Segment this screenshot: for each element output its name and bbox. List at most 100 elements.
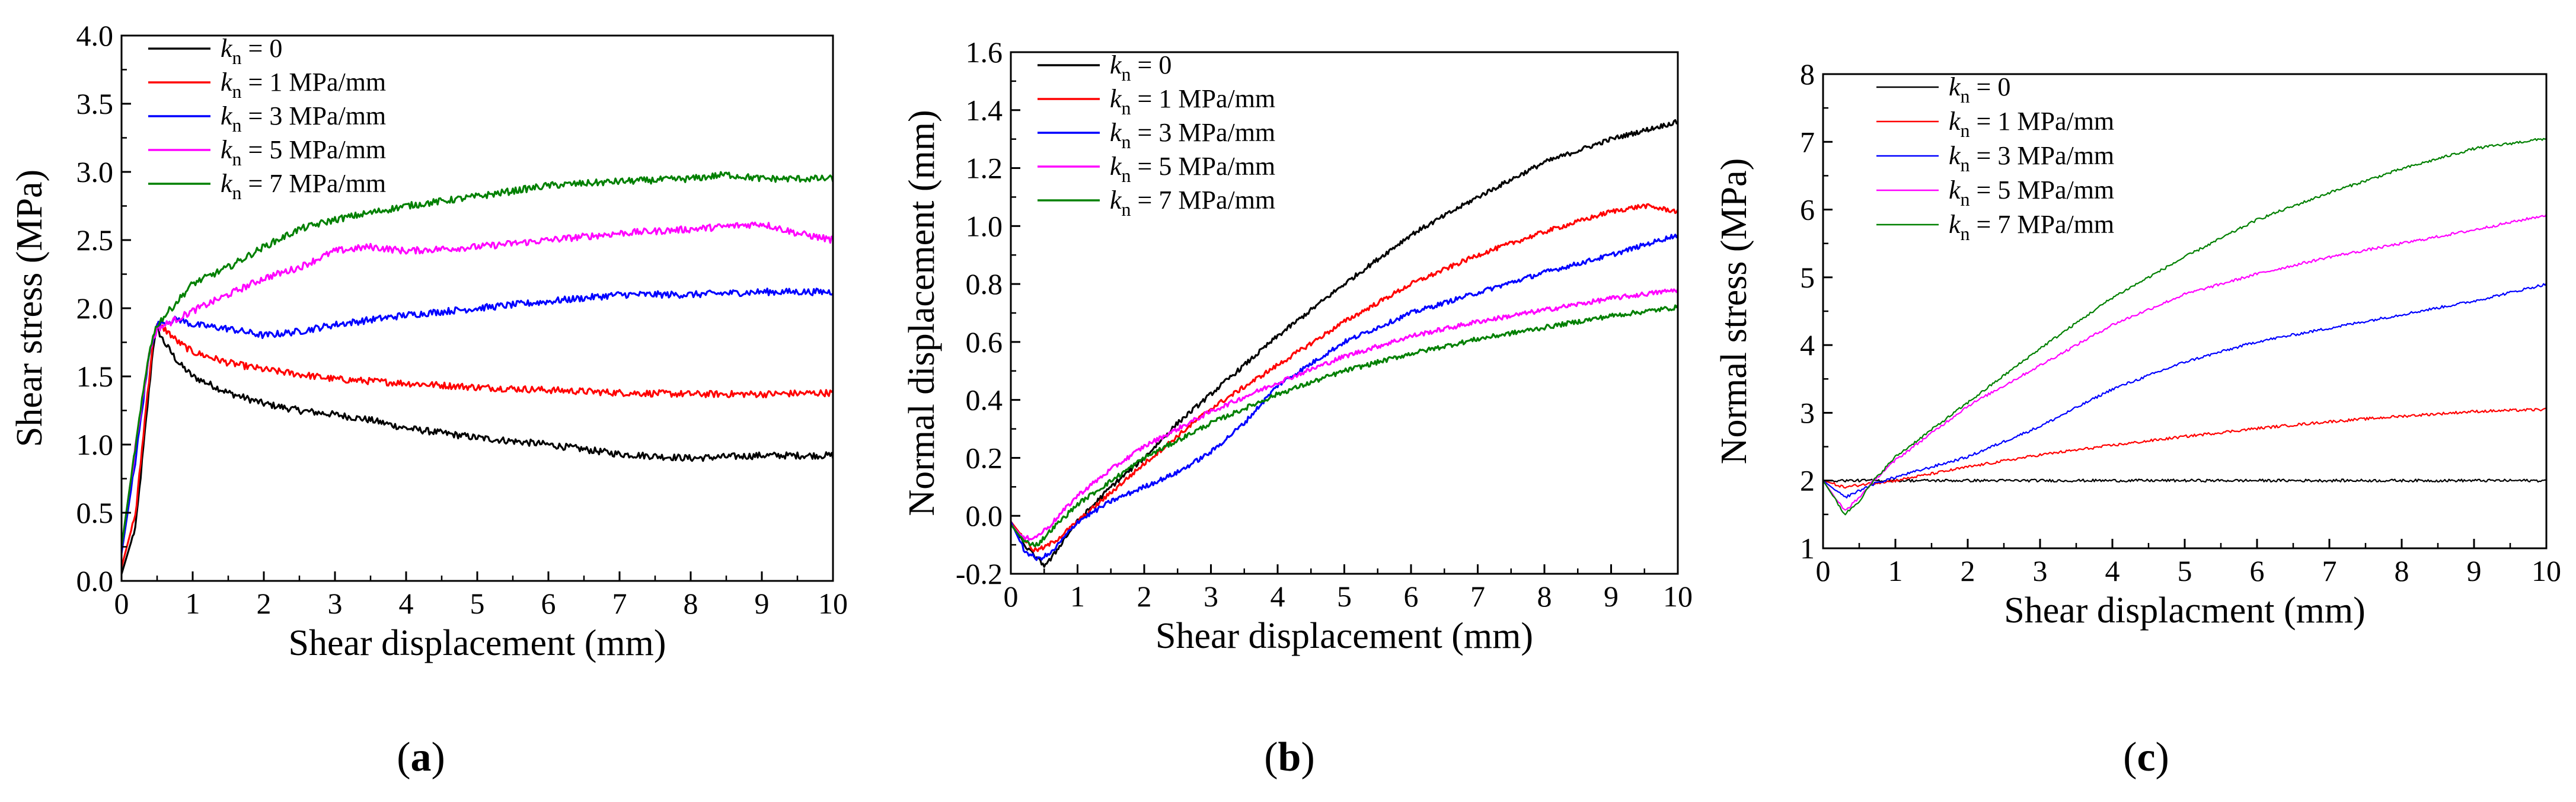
y-tick-label: 2.5 xyxy=(76,223,114,257)
legend-sub: n xyxy=(232,47,242,68)
y-tick-label: 3 xyxy=(1800,396,1815,429)
y-tick-label: -0.2 xyxy=(956,557,1003,590)
y-tick-label: 1.0 xyxy=(966,209,1003,242)
y-tick-label: 2 xyxy=(1800,464,1815,497)
legend-entry-1: kn = 1 MPa/mm xyxy=(1949,107,2114,141)
legend-var: k xyxy=(1110,84,1122,113)
series-line-0 xyxy=(1011,119,1678,568)
x-tick-label: 1 xyxy=(186,587,200,620)
y-tick-label: 6 xyxy=(1800,193,1815,226)
legend-sub: n xyxy=(1122,199,1131,220)
y-tick-label: 8 xyxy=(1800,57,1815,91)
series-group xyxy=(1823,138,2546,516)
series-line-4 xyxy=(122,171,833,547)
x-tick-label: 5 xyxy=(470,587,485,620)
legend-sub: n xyxy=(232,148,242,170)
legend-entry-0: kn = 0 xyxy=(1110,50,1172,85)
x-tick-label: 4 xyxy=(2105,554,2120,587)
series-line-4 xyxy=(1823,138,2546,516)
y-tick-label: 1.5 xyxy=(76,360,114,393)
y-axis-label: Normal displacement (mm) xyxy=(902,110,942,516)
y-tick-label: 2.0 xyxy=(76,292,114,325)
legend-var: k xyxy=(221,169,233,198)
x-tick-label: 4 xyxy=(1271,580,1285,613)
legend-var: k xyxy=(1110,152,1122,181)
y-tick-label: 1.0 xyxy=(76,428,114,461)
legend-sub: n xyxy=(232,81,242,102)
y-tick-label: 0.5 xyxy=(76,496,114,529)
legend-var: k xyxy=(1110,186,1122,215)
series-line-2 xyxy=(1823,282,2546,499)
x-tick-label: 7 xyxy=(612,587,627,620)
x-axis-label: Shear displacment (mm) xyxy=(2004,590,2366,631)
chart-panel-b: 0 1 2 3 4 5 6 7 8 9 10 -0.2 0.0 0.2 0.4 0.6 0.8 1.0 1.2 1.4… xyxy=(902,36,1693,780)
y-tick-label: 1.2 xyxy=(966,152,1003,185)
y-tick-label: 7 xyxy=(1800,125,1815,158)
legend-entry-0: kn = 0 xyxy=(1949,72,2010,107)
x-tick-label: 0 xyxy=(114,587,129,620)
legend-var: k xyxy=(221,135,233,164)
chart-panel-a: 0 1 2 3 4 5 6 7 8 9 10 0.0 0.5 1.0 1.5 2.0 2.5 3.0 3.5 4.0 S… xyxy=(9,19,848,780)
series-line-2 xyxy=(1011,234,1678,561)
x-tick-label: 0 xyxy=(1816,554,1831,587)
legend-entry-3: kn = 5 MPa/mm xyxy=(221,135,386,170)
y-axis-label: Shear stress (MPa) xyxy=(9,170,50,447)
y-tick-label: 0.4 xyxy=(966,384,1003,417)
series-line-4 xyxy=(1011,304,1678,548)
y-tick-label: 0.0 xyxy=(966,499,1003,532)
legend-rest: = 1 MPa/mm xyxy=(1970,107,2115,136)
series-line-2 xyxy=(122,287,833,554)
x-tick-label: 2 xyxy=(257,587,272,620)
x-tick-label: 9 xyxy=(2467,554,2482,587)
legend-rest: = 3 MPa/mm xyxy=(1970,141,2115,170)
legend-var: k xyxy=(221,101,233,130)
series-group xyxy=(1011,119,1678,568)
x-tick-label: 1 xyxy=(1070,580,1085,613)
legend-sub: n xyxy=(1122,97,1131,119)
legend-sub: n xyxy=(1122,165,1131,186)
x-tick-label: 7 xyxy=(2322,554,2337,587)
legend-sub: n xyxy=(232,182,242,203)
y-tick-label: 0.2 xyxy=(966,441,1003,474)
panel-label: (c) xyxy=(2123,734,2169,780)
legend-rest: = 7 MPa/mm xyxy=(242,169,387,198)
series-line-0 xyxy=(1823,478,2546,483)
legend-rest: = 7 MPa/mm xyxy=(1131,186,1276,215)
y-axis-label: Normal stress (MPa) xyxy=(1714,158,1754,465)
legend-sub: n xyxy=(1961,154,1970,175)
y-tick-label: 3.5 xyxy=(76,87,114,120)
series-line-3 xyxy=(1823,213,2546,511)
y-tick-label: 4.0 xyxy=(76,19,114,52)
legend-var: k xyxy=(221,34,233,63)
x-tick-label: 3 xyxy=(2033,554,2048,587)
x-axis-label: Shear displacement (mm) xyxy=(288,623,666,663)
legend-sub: n xyxy=(232,114,242,136)
x-tick-label: 8 xyxy=(1537,580,1552,613)
legend-rest: = 5 MPa/mm xyxy=(1970,175,2115,205)
series-line-1 xyxy=(122,322,833,568)
y-tick-label: 0.0 xyxy=(76,564,114,597)
legend-sub: n xyxy=(1122,63,1131,85)
x-tick-label: 3 xyxy=(328,587,343,620)
plot-frame xyxy=(1822,73,2548,549)
series-line-3 xyxy=(1011,288,1678,541)
x-tick-label: 3 xyxy=(1204,580,1218,613)
series-line-0 xyxy=(122,325,833,574)
x-tick-label: 6 xyxy=(2250,554,2265,587)
x-tick-label: 8 xyxy=(2395,554,2409,587)
legend-entry-3: kn = 5 MPa/mm xyxy=(1949,175,2114,210)
legend-entry-0: kn = 0 xyxy=(221,34,282,68)
legend-var: k xyxy=(1949,72,1961,101)
legend-var: k xyxy=(1949,175,1961,205)
legend-rest: = 0 xyxy=(1131,50,1172,79)
legend-entry-1: kn = 1 MPa/mm xyxy=(1110,84,1275,119)
legend-entry-4: kn = 7 MPa/mm xyxy=(221,169,386,203)
legend-var: k xyxy=(1949,107,1961,136)
y-tick-label: 4 xyxy=(1800,328,1815,362)
legend-sub: n xyxy=(1122,131,1131,152)
x-tick-label: 5 xyxy=(1337,580,1352,613)
legend-sub: n xyxy=(1961,223,1970,244)
legend-sub: n xyxy=(1961,85,1970,107)
